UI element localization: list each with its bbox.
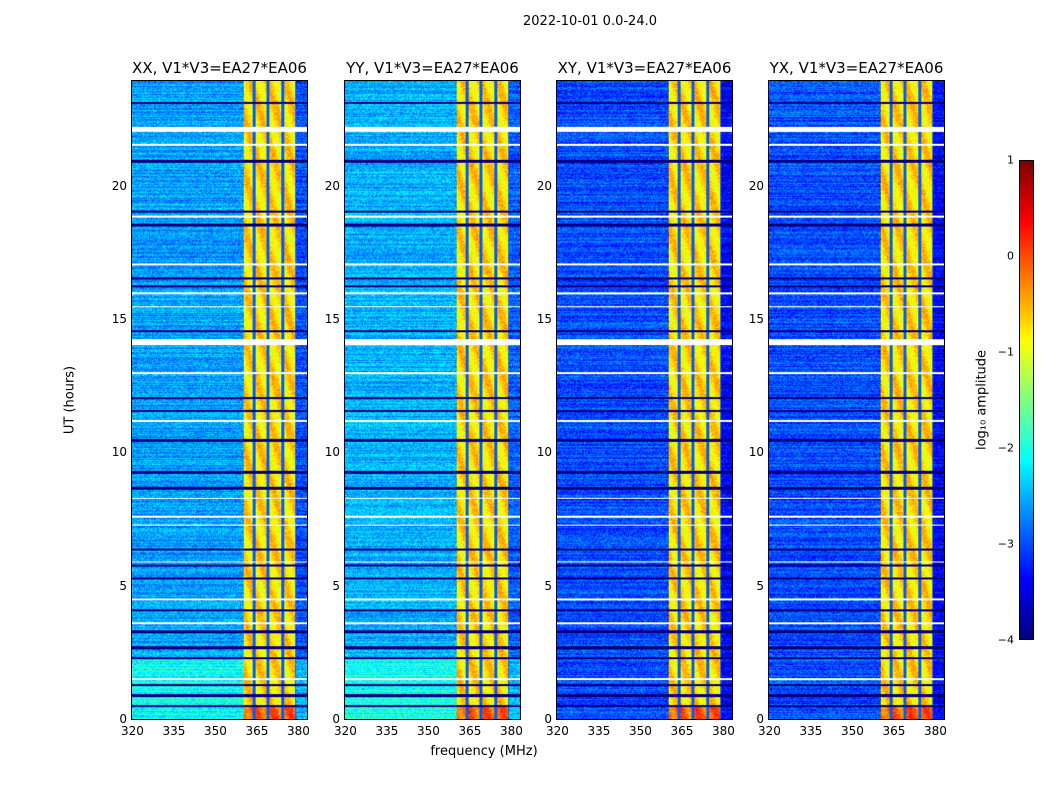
y-tick-label: 15 [111,312,127,326]
x-tick-label: 380 [286,724,310,738]
y-tick-label: 0 [119,712,127,726]
y-axis-label: UT (hours) [62,365,78,435]
y-tick-label: 20 [748,178,764,193]
heatmap-panel-3 [556,80,733,720]
y-tick-label: 5 [544,578,552,593]
panel-title: XY, V1*V3=EA27*EA06 [557,59,732,77]
y-tick-label: 5 [332,578,340,593]
x-tick-label: 320 [546,724,569,738]
x-tick-label: 335 [162,724,186,738]
figure-title: 2022-10-01 0.0-24.0 [523,14,657,29]
panel-title: YY, V1*V3=EA27*EA06 [346,59,519,77]
y-tick-label: 0 [544,712,552,726]
heatmap-panel-4 [768,80,945,720]
x-tick-label: 320 [121,724,144,738]
x-tick-label: 380 [923,724,947,738]
x-tick-label: 320 [758,724,781,738]
colorbar-tick-label: −2 [997,441,1014,455]
colorbar-label: log₁₀ amplitude [974,349,990,451]
x-axis-label: frequency (MHz) [430,744,538,759]
panel-title: XX, V1*V3=EA27*EA06 [132,59,307,77]
x-tick-label: 320 [334,724,357,738]
x-tick-label: 335 [375,724,399,738]
x-tick-label: 350 [628,724,652,738]
colorbar-tick-label: 1 [1007,153,1014,167]
x-tick-label: 365 [458,724,482,738]
x-tick-label: 380 [499,724,523,738]
x-tick-label: 365 [670,724,694,738]
y-tick-label: 5 [119,578,127,593]
x-tick-label: 335 [587,724,611,738]
panel-title: YX, V1*V3=EA27*EA06 [769,59,944,77]
y-tick-label: 10 [111,445,127,460]
colorbar-tick-label: −4 [997,633,1014,647]
y-tick-label: 15 [748,312,764,326]
y-tick-label: 10 [748,445,764,460]
y-tick-label: 15 [536,312,552,326]
y-tick-label: 5 [756,578,764,593]
colorbar-tick-label: −1 [997,345,1014,359]
y-tick-label: 0 [756,712,764,726]
x-tick-label: 335 [799,724,823,738]
y-tick-label: 20 [536,178,552,193]
y-tick-label: 15 [324,312,340,326]
heatmap-panel-2 [344,80,521,720]
x-tick-label: 350 [840,724,864,738]
colorbar [1019,160,1034,640]
x-tick-label: 350 [203,724,227,738]
colorbar-tick-label: −3 [997,537,1014,551]
y-tick-label: 10 [536,445,552,460]
y-tick-label: 0 [332,712,340,726]
colorbar-tick-label: 0 [1007,249,1014,263]
heatmap-panel-1 [131,80,308,720]
x-tick-label: 350 [416,724,440,738]
y-tick-label: 20 [111,178,127,193]
y-tick-label: 20 [324,178,340,193]
x-tick-label: 365 [882,724,906,738]
x-tick-label: 380 [711,724,735,738]
y-tick-label: 10 [324,445,340,460]
x-tick-label: 365 [245,724,269,738]
